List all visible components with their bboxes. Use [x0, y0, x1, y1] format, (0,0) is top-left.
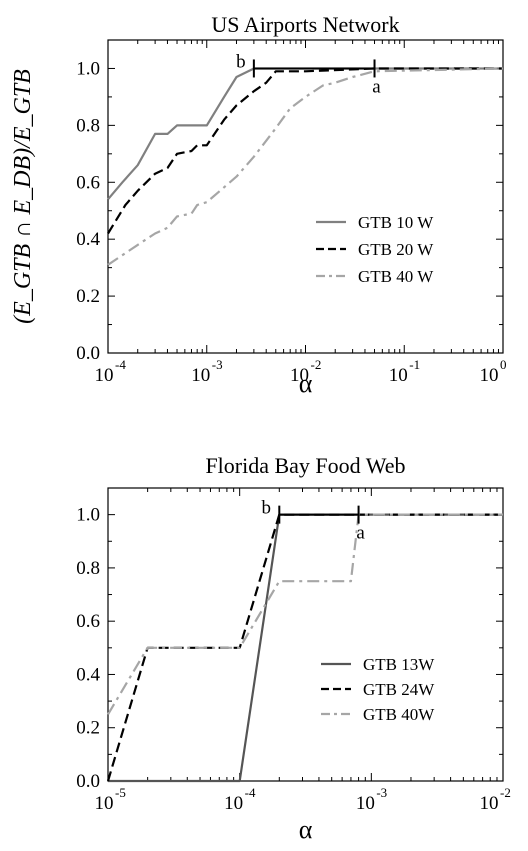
y-tick-label: 0.6	[76, 611, 100, 632]
annotation-label-a: a	[372, 76, 381, 97]
x-tick-label-base: 10	[191, 365, 210, 386]
y-tick-label: 0.4	[76, 664, 100, 685]
y-tick-label: 0.0	[76, 343, 100, 364]
series-line-1	[106, 513, 503, 782]
series-line-2	[107, 513, 503, 715]
legend-entry-2: GTB 40 W	[358, 267, 434, 286]
x-axis-label: α	[299, 369, 313, 398]
x-tick-label-exponent: 0	[500, 357, 507, 372]
annotation-label-b: b	[236, 51, 246, 72]
x-tick-label-base: 10	[389, 365, 408, 386]
legend-entry-1: GTB 24W	[363, 680, 435, 699]
x-tick-label-base: 10	[480, 365, 499, 386]
legend-entry-1: GTB 20 W	[358, 240, 434, 259]
x-tick-label-exponent: -3	[212, 357, 223, 372]
y-axis-label: (E_GTB ∩ E_DB)/E_GTB	[10, 69, 36, 324]
y-tick-label: 0.2	[76, 718, 100, 739]
x-tick-label-exponent: -1	[409, 357, 420, 372]
panel-florida-bay: Florida Bay Food Web 0.0 0.2 0.4 0.6 0.8 1.0 10…	[76, 453, 511, 844]
chart-title: Florida Bay Food Web	[205, 453, 405, 478]
x-tick-label-exponent: -4	[245, 785, 256, 800]
y-tick-label: 0.6	[76, 172, 100, 193]
x-tick-label-base: 10	[480, 793, 499, 814]
x-tick-label-base: 10	[356, 793, 375, 814]
x-tick-label-exponent: -4	[115, 357, 126, 372]
x-tick-label-exponent: -5	[115, 785, 126, 800]
y-tick-label: 0.2	[76, 286, 100, 307]
y-tick-label: 0.4	[76, 229, 100, 250]
x-axis-label: α	[299, 815, 313, 844]
legend-entry-0: GTB 10 W	[358, 213, 434, 232]
y-tick-label: 0.0	[76, 771, 100, 792]
x-tick-label-base: 10	[290, 365, 309, 386]
y-tick-label: 1.0	[76, 505, 100, 526]
x-tick-label-base: 10	[95, 793, 114, 814]
y-tick-label: 0.8	[76, 115, 100, 136]
annotation-label-a: a	[356, 523, 365, 544]
x-tick-label-base: 10	[95, 365, 114, 386]
x-tick-label-exponent: -2	[311, 357, 322, 372]
plot-frame	[107, 39, 504, 354]
chart-title: US Airports Network	[211, 12, 399, 37]
series-line-1	[107, 67, 503, 235]
panel-us-airports: US Airports Network0.00.20.40.60.81.010-…	[10, 12, 507, 398]
x-tick-label-exponent: -2	[500, 785, 511, 800]
legend-entry-2: GTB 40W	[363, 705, 435, 724]
series-line-2	[107, 67, 504, 266]
x-tick-label-base: 10	[224, 793, 243, 814]
y-tick-label: 0.8	[76, 558, 100, 579]
series-line-0	[107, 67, 503, 201]
legend-entry-0: GTB 13W	[363, 655, 435, 674]
plot-frame	[107, 487, 504, 782]
y-tick-label: 1.0	[76, 58, 100, 79]
x-tick-label-exponent: -3	[376, 785, 387, 800]
annotation-label-b: b	[262, 498, 272, 519]
